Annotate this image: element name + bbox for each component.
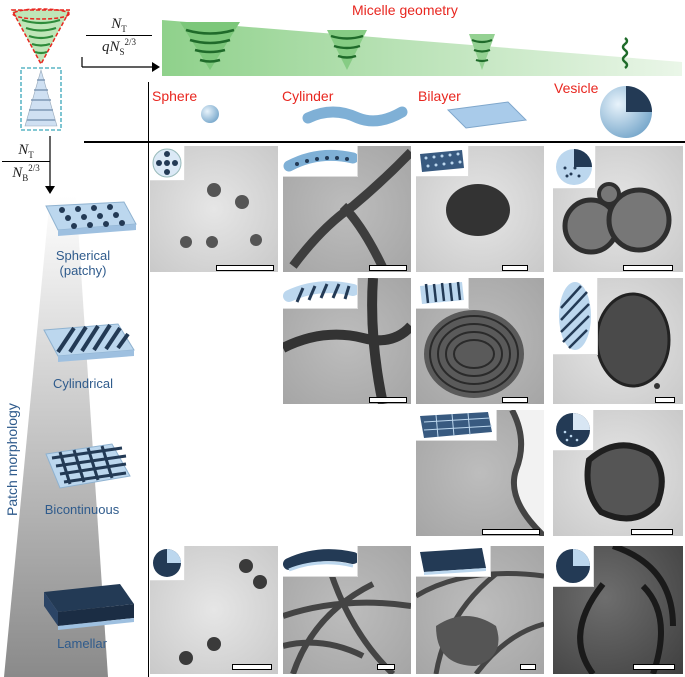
row-label-cylindrical: Cylindrical xyxy=(53,376,113,391)
inset-network-bilayer xyxy=(416,410,497,441)
tem-bilayer-lamellar xyxy=(416,546,544,674)
micelle-geometry-banner xyxy=(162,20,682,76)
scale-bar xyxy=(655,397,675,403)
scale-bar xyxy=(502,397,528,403)
x-axis-fraction: NT qNS2/3 xyxy=(86,16,152,57)
inset-janus-cylinder xyxy=(283,546,359,577)
scale-bar xyxy=(377,664,395,670)
micelle-geometry-title: Micelle geometry xyxy=(352,2,458,18)
x-fraction-numerator: NT xyxy=(111,16,127,34)
lamellar-patch-slab xyxy=(44,584,134,630)
tem-bilayer-bicontinuous xyxy=(416,410,544,536)
tem-sphere-lamellar xyxy=(150,546,278,674)
row-label-lamellar: Lamellar xyxy=(57,636,107,651)
inset-striped-vesicle xyxy=(553,278,598,355)
inset-janus-sphere xyxy=(150,546,185,581)
scale-bar xyxy=(502,265,528,271)
inset-striped-bilayer xyxy=(416,278,469,309)
sphere-icon xyxy=(201,105,219,123)
tem-cylinder-cylindrical xyxy=(283,278,411,404)
scale-bar xyxy=(232,664,272,670)
scale-bar xyxy=(482,529,540,535)
inset-network-vesicle xyxy=(553,410,594,451)
geometry-icons xyxy=(201,86,652,138)
tem-bilayer-cylindrical xyxy=(416,278,544,404)
row-label-spherical-patchy: Spherical (patchy) xyxy=(55,248,111,278)
inset-striped-cylinder xyxy=(283,278,359,309)
inset-patchy-sphere xyxy=(150,146,185,181)
row-label-bicontinuous: Bicontinuous xyxy=(44,502,120,517)
scale-bar xyxy=(369,265,407,271)
micelle-cone-small xyxy=(469,34,495,70)
scale-bar xyxy=(216,265,274,271)
micelle-cone-large xyxy=(180,22,240,70)
cylindrical-patch-slab xyxy=(43,323,135,362)
horizontal-divider xyxy=(84,141,685,143)
micelle-cone-medium xyxy=(327,30,367,70)
y-axis-arrow xyxy=(45,136,55,194)
vertical-divider xyxy=(148,82,149,677)
patch-morphology-wedge xyxy=(4,196,108,677)
inset-patchy-bilayer xyxy=(416,146,469,177)
y-fraction-denominator: NB2/3 xyxy=(12,163,40,183)
tem-vesicle-cylindrical xyxy=(553,278,683,404)
bicontinuous-patch-block xyxy=(45,443,131,489)
inset-patchy-cylinder xyxy=(283,146,359,177)
x-fraction-denominator: qNS2/3 xyxy=(101,37,137,57)
tem-cylinder-lamellar xyxy=(283,546,411,674)
scale-bar xyxy=(631,529,673,535)
bilayer-icon xyxy=(446,101,528,129)
tem-sphere-spherical xyxy=(150,146,278,272)
patch-cone-box xyxy=(20,67,62,131)
x-axis-arrow xyxy=(81,57,160,72)
tem-bilayer-spherical xyxy=(416,146,544,272)
column-label-bilayer: Bilayer xyxy=(418,88,461,104)
cone-schematic xyxy=(10,8,72,131)
scale-bar xyxy=(520,664,536,670)
patch-morphology-label: Patch morphology xyxy=(4,403,20,516)
micelle-cone-narrow xyxy=(621,37,629,69)
tem-vesicle-bicontinuous xyxy=(553,410,683,536)
tem-vesicle-lamellar xyxy=(553,546,683,674)
tem-vesicle-spherical xyxy=(553,146,683,272)
cylinder-icon xyxy=(302,106,408,127)
scale-bar xyxy=(633,664,675,670)
scale-bar xyxy=(369,397,407,403)
tem-cylinder-spherical xyxy=(283,146,411,272)
column-label-vesicle: Vesicle xyxy=(554,80,599,96)
column-label-sphere: Sphere xyxy=(152,88,198,104)
y-axis-fraction: NT NB2/3 xyxy=(2,142,50,183)
inset-janus-bilayer xyxy=(416,546,491,577)
column-label-cylinder: Cylinder xyxy=(282,88,334,104)
y-fraction-numerator: NT xyxy=(18,142,34,160)
inset-janus-vesicle xyxy=(553,546,594,587)
inset-patchy-vesicle xyxy=(553,146,596,189)
spherical-patch-slab xyxy=(45,201,137,236)
scale-bar xyxy=(623,265,673,271)
